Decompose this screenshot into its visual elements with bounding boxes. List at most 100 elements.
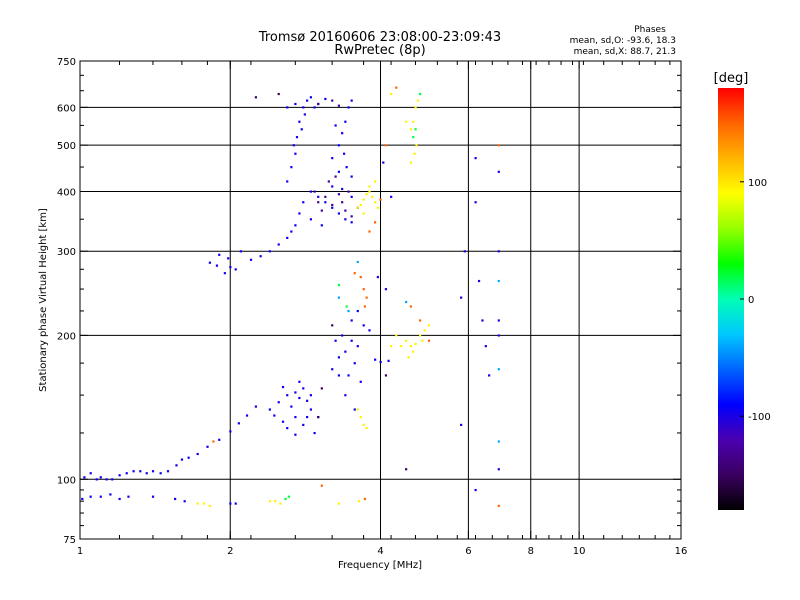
data-point [313,106,316,109]
data-point [277,92,280,96]
data-point [497,468,500,471]
data-point [350,339,353,342]
data-point [341,334,344,337]
data-point [350,175,353,178]
data-point [229,266,232,269]
data-point [341,132,344,135]
data-point [463,250,466,253]
data-point [239,250,243,253]
data-point [337,283,341,287]
data-point [414,106,417,109]
data-point [460,423,463,427]
data-point [229,502,232,505]
data-point [374,180,377,183]
y-tick-label: 75 [63,535,76,546]
data-point [497,504,500,508]
data-point [416,99,419,102]
data-point [320,224,323,227]
colorbar-tick-label: 100 [748,178,767,189]
data-point [202,502,205,505]
data-point [327,180,330,183]
colorbar-label: [deg] [714,71,749,86]
data-point [368,185,371,188]
data-point [405,468,408,471]
data-point [268,500,271,503]
data-point [208,504,212,508]
data-point [412,136,415,139]
data-point [320,209,323,212]
data-point [409,161,412,164]
data-point [376,275,379,279]
data-point [331,324,334,327]
data-point [227,257,230,260]
data-point [298,380,301,383]
data-point [344,209,347,212]
data-points [81,86,500,508]
data-point [274,500,277,503]
data-point [295,136,299,139]
data-point [317,201,320,204]
data-point [292,144,295,147]
data-point [99,495,102,498]
data-point [317,195,320,198]
data-point [249,258,253,261]
data-point [497,334,500,337]
data-point [427,339,431,342]
chart-title: Tromsø 20160606 23:08:00-23:09:43 [258,30,501,45]
chart-subtitle: RwPretec (8p) [334,43,425,58]
data-point [309,96,312,99]
data-point [111,478,114,481]
data-point [302,106,305,109]
data-point [196,452,199,456]
data-point [286,427,289,430]
data-point [368,230,371,233]
data-point [139,470,142,473]
data-point [379,360,382,364]
x-tick-label: 8 [528,546,534,557]
x-tick-label: 2 [227,546,233,557]
data-point [95,478,98,481]
data-point [474,488,477,492]
data-point [423,329,426,332]
data-point [350,215,353,218]
data-point [281,420,285,423]
data-point [362,212,365,215]
data-point [331,185,334,188]
data-point [345,305,348,308]
data-point [481,319,484,322]
grid-lines [80,61,681,539]
data-point [245,414,249,417]
data-point [362,423,365,427]
data-point [277,401,280,404]
data-point [344,350,347,353]
data-point [223,272,226,275]
data-point [254,405,257,408]
data-point [350,319,353,322]
data-point [118,474,121,477]
x-tick-label: 16 [675,546,688,557]
y-axis-label: Stationary phase Virtual Height [km] [38,208,49,392]
data-point [337,170,341,173]
data-point [286,106,289,109]
data-point [337,144,341,147]
data-point [409,345,412,348]
y-tick-label: 300 [57,247,76,258]
data-point [180,458,184,461]
data-point [363,497,366,501]
data-point [254,96,257,99]
data-point [347,106,350,109]
data-point [309,408,312,411]
data-point [337,374,341,377]
data-point [497,144,500,147]
data-point [303,113,306,116]
data-point [368,329,371,332]
data-point [371,195,374,198]
data-point [151,470,155,473]
stats-x-line: mean, sd,X: 88.7, 21.3 [574,47,676,57]
data-point [374,201,377,204]
data-point [387,359,390,362]
data-point [356,345,359,348]
data-point [350,195,353,198]
data-point [412,120,415,123]
data-point [359,203,362,207]
